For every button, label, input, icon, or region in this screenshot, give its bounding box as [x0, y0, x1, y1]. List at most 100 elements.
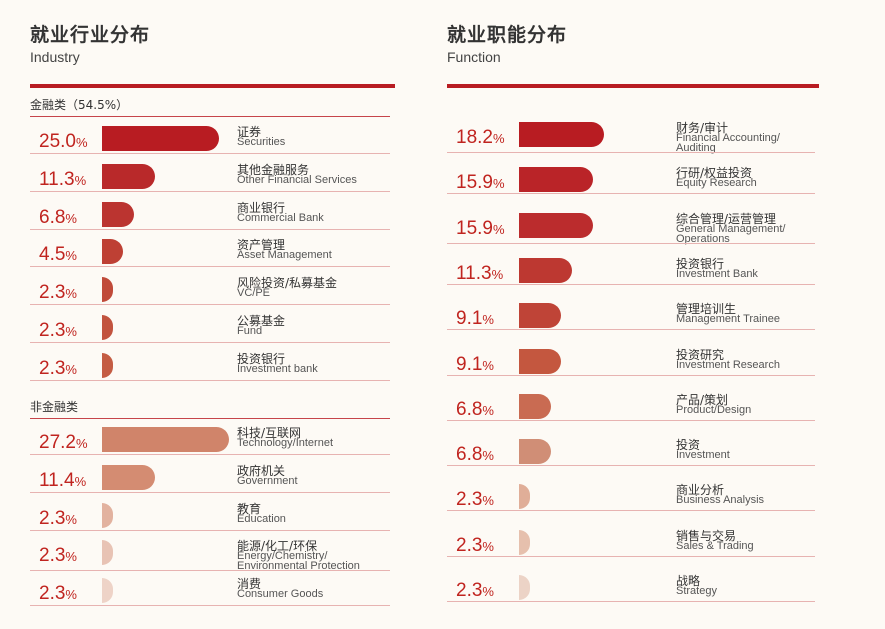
bar [519, 484, 530, 510]
value-number: 15.9 [456, 217, 493, 239]
group-divider [30, 418, 390, 419]
row-divider [30, 570, 390, 572]
category-label-cn: 商业银行 [237, 200, 286, 215]
value-number: 2.3 [39, 545, 66, 567]
category-label-cn: 资产管理 [237, 238, 286, 253]
row-divider [30, 491, 390, 493]
bar [102, 578, 113, 604]
category-label-en: VC/PE [237, 287, 271, 300]
category-label-en: Commercial Bank [237, 211, 324, 224]
percent-sign: % [65, 248, 77, 264]
percent-sign: % [74, 473, 87, 489]
percent-sign: % [75, 436, 88, 451]
bar-row: 11.3% 投资银行 Investment Bank [447, 254, 815, 292]
value-number: 6.8 [39, 206, 66, 228]
category-label-en: Education [237, 512, 286, 525]
bar [519, 257, 572, 283]
group-header: 金融类（54.5%） [30, 98, 129, 112]
category-label-cn: 投资研究 [676, 347, 725, 362]
bar-row: 2.3% 公募基金 Fund [30, 311, 390, 349]
percent-sign: % [65, 210, 77, 226]
bar-row: 27.2% 科技/互联网 Technology/Internet [30, 423, 390, 461]
value-label: 2.3% [456, 580, 494, 602]
row-divider [30, 529, 390, 531]
bar-row: 6.8% 投资 Investment [447, 435, 815, 473]
bar-row: 6.8% 商业银行 Commercial Bank [30, 198, 390, 236]
row-divider [30, 342, 390, 343]
percent-sign: % [482, 493, 494, 509]
category-label-cn: 投资 [676, 438, 701, 453]
category-label-en: Strategy [676, 585, 717, 597]
category-label-en: Investment Research [676, 358, 780, 371]
category-label-en: Equity Research [676, 177, 757, 190]
bar-row: 2.3% 风险投资/私募基金 VC/PE [30, 273, 390, 311]
category-label-en: Investment [676, 449, 730, 462]
category-label-en: Financial Accounting/ [676, 132, 780, 144]
bar-row: 2.3% 消费 Consumer Goods [30, 574, 390, 612]
row-divider [447, 152, 815, 153]
category-label-cn: 消费 [237, 577, 262, 592]
category-label-en: Government [237, 474, 298, 487]
value-label: 2.3% [456, 535, 494, 557]
value-number: 11.4 [39, 469, 75, 491]
category-label-cn: 教育 [237, 501, 262, 516]
bar-row: 25.0% 证券 Securities [30, 122, 390, 160]
category-label-cn: 投资银行 [676, 256, 725, 271]
value-label: 6.8% [456, 399, 494, 421]
bar [102, 540, 113, 566]
category-label-en: Asset Management [237, 249, 332, 262]
category-label-en: Securities [237, 136, 286, 148]
category-label-cn: 其他金融服务 [237, 162, 310, 177]
value-label: 27.2% [39, 432, 88, 454]
category-label-en: Business Analysis [676, 494, 765, 507]
value-label: 25.0% [39, 131, 88, 153]
percent-sign: % [482, 357, 494, 373]
value-number: 25.0 [39, 131, 76, 152]
bar-row: 9.1% 管理培训生 Management Trainee [447, 299, 815, 337]
bar-row: 15.9% 行研/权益投资 Equity Research [447, 163, 815, 201]
value-label: 4.5% [39, 244, 77, 266]
value-number: 2.3 [456, 534, 483, 556]
row-divider [447, 465, 815, 467]
category-label-cn: 科技/互联网 [237, 426, 302, 440]
chart-title: 就业职能分布 [447, 24, 568, 46]
row-divider [30, 605, 390, 607]
category-label-en: Product/Design [676, 403, 752, 416]
percent-sign: % [65, 286, 77, 302]
category-label-cn: 产品/策划 [676, 392, 729, 407]
bar-row: 9.1% 投资研究 Investment Research [447, 345, 815, 383]
row-divider [447, 374, 815, 376]
category-label-en: Investment Bank [676, 267, 758, 280]
category-label-en: Technology/Internet [237, 437, 334, 449]
value-number: 2.3 [39, 357, 66, 379]
category-label-cn: 行研/权益投资 [676, 166, 753, 181]
value-number: 9.1 [456, 353, 483, 375]
bar-row: 15.9% 综合管理/运营管理 General Management/Operati… [447, 209, 815, 247]
category-label-cn: 管理培训生 [676, 302, 737, 317]
category-label-en: Investment bank [237, 362, 318, 375]
category-label-cn: 能源/化工/环保 [237, 539, 318, 554]
value-label: 9.1% [456, 354, 494, 376]
value-label: 2.3% [39, 358, 77, 380]
category-label-cn: 销售与交易 [676, 528, 737, 543]
value-label: 11.3% [456, 263, 503, 285]
value-number: 2.3 [39, 320, 66, 341]
bar [102, 277, 113, 303]
category-label-cn: 风险投资/私募基金 [237, 276, 338, 291]
category-label-en: Other Financial Services [237, 173, 357, 186]
row-divider [30, 228, 390, 230]
bar-row: 2.3% 商业分析 Business Analysis [447, 480, 815, 518]
value-label: 9.1% [456, 308, 494, 330]
bar [519, 529, 530, 555]
percent-sign: % [492, 176, 505, 192]
value-label: 2.3% [39, 545, 77, 567]
percent-sign: % [65, 549, 77, 565]
bar [102, 201, 134, 227]
row-divider [447, 242, 815, 244]
percent-sign: % [492, 221, 505, 237]
percent-sign: % [492, 131, 505, 146]
bar [519, 212, 594, 238]
category-label-en: Consumer Goods [237, 588, 324, 601]
value-label: 15.9% [456, 218, 505, 240]
row-divider [30, 266, 390, 268]
